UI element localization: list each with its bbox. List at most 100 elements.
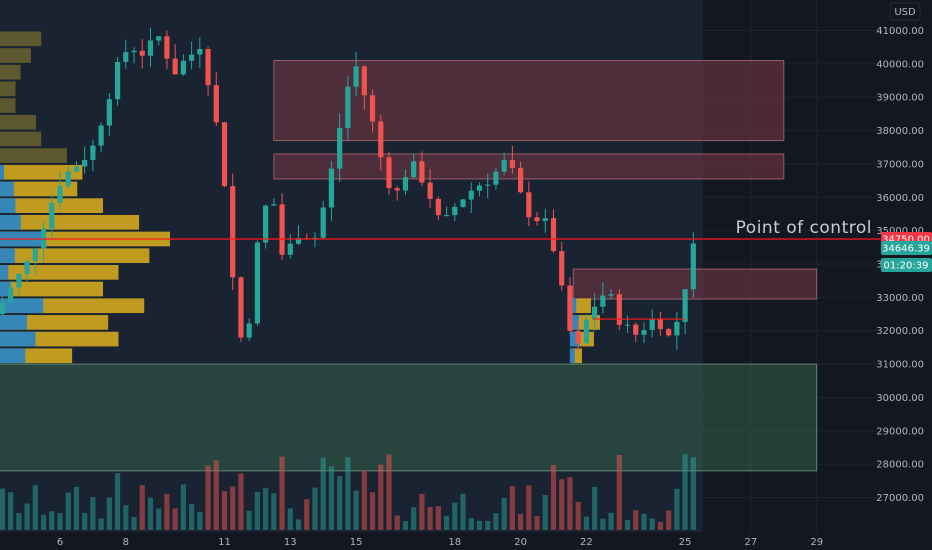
candle[interactable] — [378, 114, 384, 171]
time-axis[interactable]: 6 8 11 13 15 18 20 22 25 27 29 — [57, 537, 823, 548]
candle[interactable] — [180, 54, 186, 76]
candle[interactable] — [131, 47, 137, 64]
volume-bar — [114, 473, 121, 530]
candle[interactable] — [624, 315, 631, 333]
volume-bar — [254, 491, 260, 530]
candle[interactable] — [8, 281, 14, 307]
candle[interactable] — [575, 319, 581, 352]
candle[interactable] — [411, 153, 417, 178]
candle-body — [526, 192, 532, 218]
candle[interactable] — [493, 167, 499, 190]
candle[interactable] — [16, 272, 22, 296]
candle[interactable] — [353, 51, 359, 97]
candle[interactable] — [641, 322, 647, 344]
candle[interactable] — [485, 173, 491, 199]
candle-body — [57, 186, 63, 203]
candle[interactable] — [123, 39, 129, 69]
candle[interactable] — [295, 225, 302, 245]
candle[interactable] — [534, 212, 540, 226]
candle[interactable] — [666, 327, 672, 337]
candle[interactable] — [73, 161, 80, 173]
candle[interactable] — [337, 113, 343, 182]
candle[interactable] — [197, 37, 203, 69]
candle[interactable] — [509, 145, 515, 174]
candle[interactable] — [460, 199, 466, 208]
candle[interactable] — [435, 196, 441, 221]
volume-bar — [40, 514, 47, 530]
candle[interactable] — [476, 182, 483, 197]
candle[interactable] — [501, 152, 507, 176]
candle[interactable] — [657, 311, 664, 336]
candle[interactable] — [230, 173, 236, 290]
candle[interactable] — [526, 181, 532, 227]
candle[interactable] — [633, 322, 639, 342]
candle[interactable] — [369, 89, 376, 133]
candle[interactable] — [254, 240, 260, 326]
candles[interactable] — [0, 27, 696, 352]
candle[interactable] — [427, 168, 433, 208]
candle[interactable] — [583, 313, 589, 345]
candle[interactable] — [452, 203, 458, 222]
candle[interactable] — [468, 182, 474, 213]
candle[interactable] — [345, 76, 351, 140]
candle[interactable] — [328, 161, 335, 222]
volume-bar — [452, 502, 458, 530]
candle[interactable] — [600, 282, 606, 314]
candle[interactable] — [649, 309, 655, 338]
candle[interactable] — [271, 198, 277, 206]
candle[interactable] — [114, 57, 121, 106]
volume-bar — [608, 512, 614, 530]
candle[interactable] — [139, 39, 145, 69]
candle[interactable] — [674, 311, 680, 350]
candle[interactable] — [82, 146, 88, 174]
candle[interactable] — [287, 234, 293, 259]
candle[interactable] — [419, 151, 425, 187]
candle[interactable] — [147, 27, 154, 67]
time-axis-panel[interactable] — [0, 532, 932, 550]
candle[interactable] — [189, 41, 195, 70]
profile-row — [0, 81, 16, 97]
candle[interactable] — [550, 209, 557, 254]
candle[interactable] — [49, 194, 55, 239]
candle[interactable] — [238, 276, 244, 342]
candle[interactable] — [279, 193, 285, 260]
candle[interactable] — [690, 232, 696, 298]
candle[interactable] — [263, 204, 269, 249]
candle[interactable] — [98, 122, 104, 153]
candle[interactable] — [65, 166, 71, 189]
candle[interactable] — [567, 276, 573, 333]
candle[interactable] — [164, 30, 170, 69]
profile-bar-up — [0, 315, 28, 330]
candle[interactable] — [616, 288, 622, 331]
candle[interactable] — [90, 139, 96, 172]
candle[interactable] — [246, 318, 252, 341]
candle[interactable] — [682, 289, 688, 335]
candle[interactable] — [542, 208, 548, 233]
candle[interactable] — [443, 206, 450, 217]
candle[interactable] — [518, 161, 524, 194]
candle[interactable] — [213, 72, 219, 126]
candle[interactable] — [361, 65, 367, 110]
profile-row — [0, 131, 42, 147]
currency-button[interactable]: USD — [889, 2, 921, 21]
candle[interactable] — [205, 46, 211, 96]
candle[interactable] — [57, 171, 63, 210]
currency-button-box[interactable] — [889, 2, 921, 21]
candle[interactable] — [386, 151, 392, 196]
candle[interactable] — [172, 44, 178, 75]
candle[interactable] — [221, 121, 228, 188]
candle[interactable] — [32, 247, 38, 276]
candle[interactable] — [24, 258, 30, 283]
candle[interactable] — [320, 201, 326, 240]
candle[interactable] — [394, 185, 400, 201]
candle[interactable] — [592, 292, 598, 332]
candle[interactable] — [106, 93, 112, 136]
candle[interactable] — [156, 35, 162, 46]
candle[interactable] — [608, 289, 614, 300]
candle[interactable] — [559, 241, 565, 291]
candle[interactable] — [402, 169, 409, 196]
volume-bar — [567, 477, 573, 530]
candle[interactable] — [0, 294, 6, 316]
